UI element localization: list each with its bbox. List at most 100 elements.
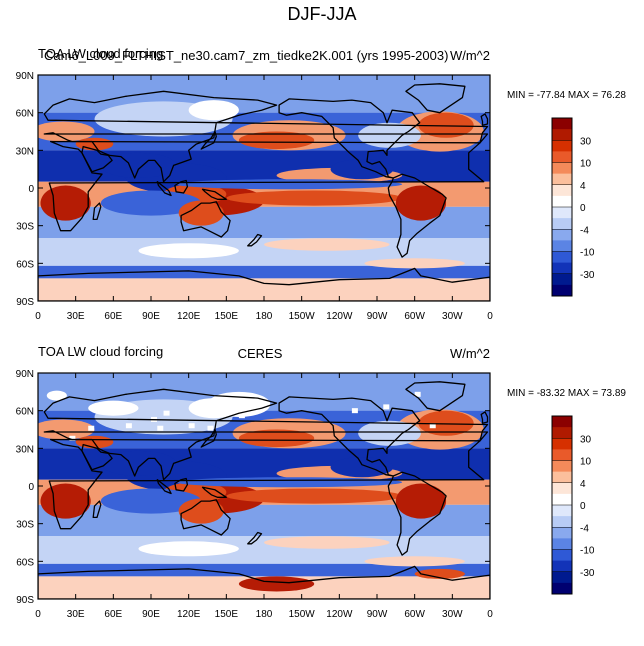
lat-tick-label: 90S bbox=[16, 595, 34, 606]
equatorial-tongue bbox=[176, 179, 403, 190]
coast-uk bbox=[480, 113, 489, 126]
colorbar-swatch bbox=[552, 140, 572, 152]
colorbar-swatch bbox=[552, 262, 572, 275]
samerica-blob bbox=[395, 185, 447, 221]
colorbar: 30 10 4 0 -4 -10 -30 bbox=[551, 415, 595, 595]
lon-tick-label: 150W bbox=[289, 311, 316, 322]
max-value: MAX = 76.28 bbox=[567, 90, 626, 101]
coast-s-america bbox=[387, 173, 447, 258]
coast-nz bbox=[247, 531, 263, 545]
lat-tick-label: 60N bbox=[16, 109, 34, 120]
india-blob bbox=[100, 450, 177, 476]
lon-tick-label: 30W bbox=[442, 311, 463, 322]
namerica-mid-blob bbox=[358, 420, 421, 446]
lon-tick-label: 120W bbox=[326, 609, 353, 620]
so-white-blob bbox=[138, 541, 239, 557]
coast-africa bbox=[48, 438, 485, 530]
namerica-monsoon-blob bbox=[330, 159, 394, 180]
npac-core-blob bbox=[238, 131, 315, 150]
field-layer bbox=[38, 75, 490, 301]
colorbar-label: -4 bbox=[580, 523, 589, 534]
coast-australia bbox=[180, 201, 231, 238]
min-value: MIN = -77.84 bbox=[507, 90, 566, 101]
so-pale-blob bbox=[264, 536, 390, 549]
so-white-blob bbox=[138, 243, 239, 259]
colorbar-label: -10 bbox=[580, 546, 595, 557]
colorbar-swatch bbox=[552, 582, 572, 595]
colorbar-swatch bbox=[552, 493, 572, 506]
coast-eurasia bbox=[43, 388, 489, 481]
weddell-red-blob bbox=[414, 568, 465, 579]
missing-data-cell bbox=[69, 435, 76, 441]
lon-tick-label: 90W bbox=[367, 311, 388, 322]
min-max-label: MIN = -83.32 MAX = 73.89 bbox=[507, 388, 626, 399]
case-name-title: Cam6_L009_FLTHIST_ne30.cam7_zm_tiedke2K.… bbox=[44, 48, 449, 63]
samerica-blob bbox=[395, 483, 447, 519]
lon-tick-label: 0 bbox=[487, 311, 493, 322]
lat-tick-label: 60S bbox=[16, 557, 34, 568]
lat-tick-label: 30N bbox=[16, 146, 34, 157]
missing-data-blob bbox=[46, 390, 67, 401]
colorbar-swatch bbox=[552, 184, 572, 197]
colorbar: 30 10 4 0 -4 -10 -30 bbox=[551, 117, 595, 297]
colorbar-swatch bbox=[552, 449, 572, 461]
coast-africa bbox=[48, 140, 485, 232]
npac-core-blob bbox=[238, 429, 315, 448]
spcz-blob bbox=[226, 190, 403, 206]
missing-data-cell bbox=[157, 425, 164, 431]
model-panel: TOA LW cloud forcing Cam6_L009_FLTHIST_n… bbox=[0, 38, 644, 348]
colorbar-label: -10 bbox=[580, 248, 595, 259]
coast-eurasia bbox=[43, 90, 489, 183]
missing-data-cell bbox=[88, 425, 95, 431]
lon-tick-label: 60W bbox=[404, 311, 425, 322]
siberia-white-blob bbox=[188, 100, 239, 121]
colorbar-label: 30 bbox=[580, 434, 592, 445]
colorbar-swatch bbox=[552, 471, 572, 484]
lon-tick-label: 60W bbox=[404, 609, 425, 620]
coast-n-america bbox=[278, 98, 421, 179]
coast-madagascar bbox=[92, 500, 102, 519]
coast-japan bbox=[200, 130, 217, 150]
lon-tick-label: 90W bbox=[367, 609, 388, 620]
lon-tick-label: 60E bbox=[104, 609, 122, 620]
colorbar-swatch bbox=[552, 505, 572, 517]
lat-tick-label: 90N bbox=[16, 71, 34, 82]
colorbar-swatch bbox=[552, 251, 572, 264]
namerica-monsoon-blob bbox=[330, 457, 394, 478]
lat-tick-label: 90N bbox=[16, 369, 34, 380]
colorbar-swatch bbox=[552, 173, 572, 186]
coast-new-guinea bbox=[201, 188, 227, 200]
lon-tick-label: 30E bbox=[67, 609, 85, 620]
lat-tick-label: 60S bbox=[16, 259, 34, 270]
colorbar-swatch bbox=[552, 516, 572, 528]
units-label: W/m^2 bbox=[449, 346, 490, 361]
lon-tick-label: 90E bbox=[142, 311, 160, 322]
lon-tick-label: 120E bbox=[177, 311, 201, 322]
so-pale-blob bbox=[264, 238, 390, 251]
figure-title: DJF-JJA bbox=[287, 4, 357, 24]
lon-tick-label: 60E bbox=[104, 311, 122, 322]
lon-tick-label: 30E bbox=[67, 311, 85, 322]
namerica-mid-blob bbox=[358, 122, 421, 148]
colorbar-swatch bbox=[552, 240, 572, 252]
colorbar-swatch bbox=[552, 527, 572, 539]
colorbar-label: 30 bbox=[580, 136, 592, 147]
missing-data-cell bbox=[414, 391, 421, 397]
colorbar-label: 0 bbox=[580, 501, 586, 512]
colorbar-swatch bbox=[552, 571, 572, 584]
panel-left-title: TOA LW cloud forcing bbox=[38, 344, 164, 359]
southern-ocean-band bbox=[38, 265, 490, 279]
indian-cool-blob bbox=[100, 488, 202, 514]
coast-madagascar bbox=[92, 202, 102, 221]
colorbar-swatch bbox=[552, 118, 572, 130]
coast-australia bbox=[180, 499, 231, 536]
coast-arabia bbox=[81, 145, 113, 173]
colorbar-label: 10 bbox=[580, 159, 592, 170]
coast-nz bbox=[247, 233, 263, 247]
colorbar-swatch bbox=[552, 151, 572, 163]
colorbar-label: -30 bbox=[580, 270, 595, 281]
lon-tick-label: 30W bbox=[442, 609, 463, 620]
missing-data-cell bbox=[188, 423, 195, 429]
lon-tick-label: 0 bbox=[487, 609, 493, 620]
